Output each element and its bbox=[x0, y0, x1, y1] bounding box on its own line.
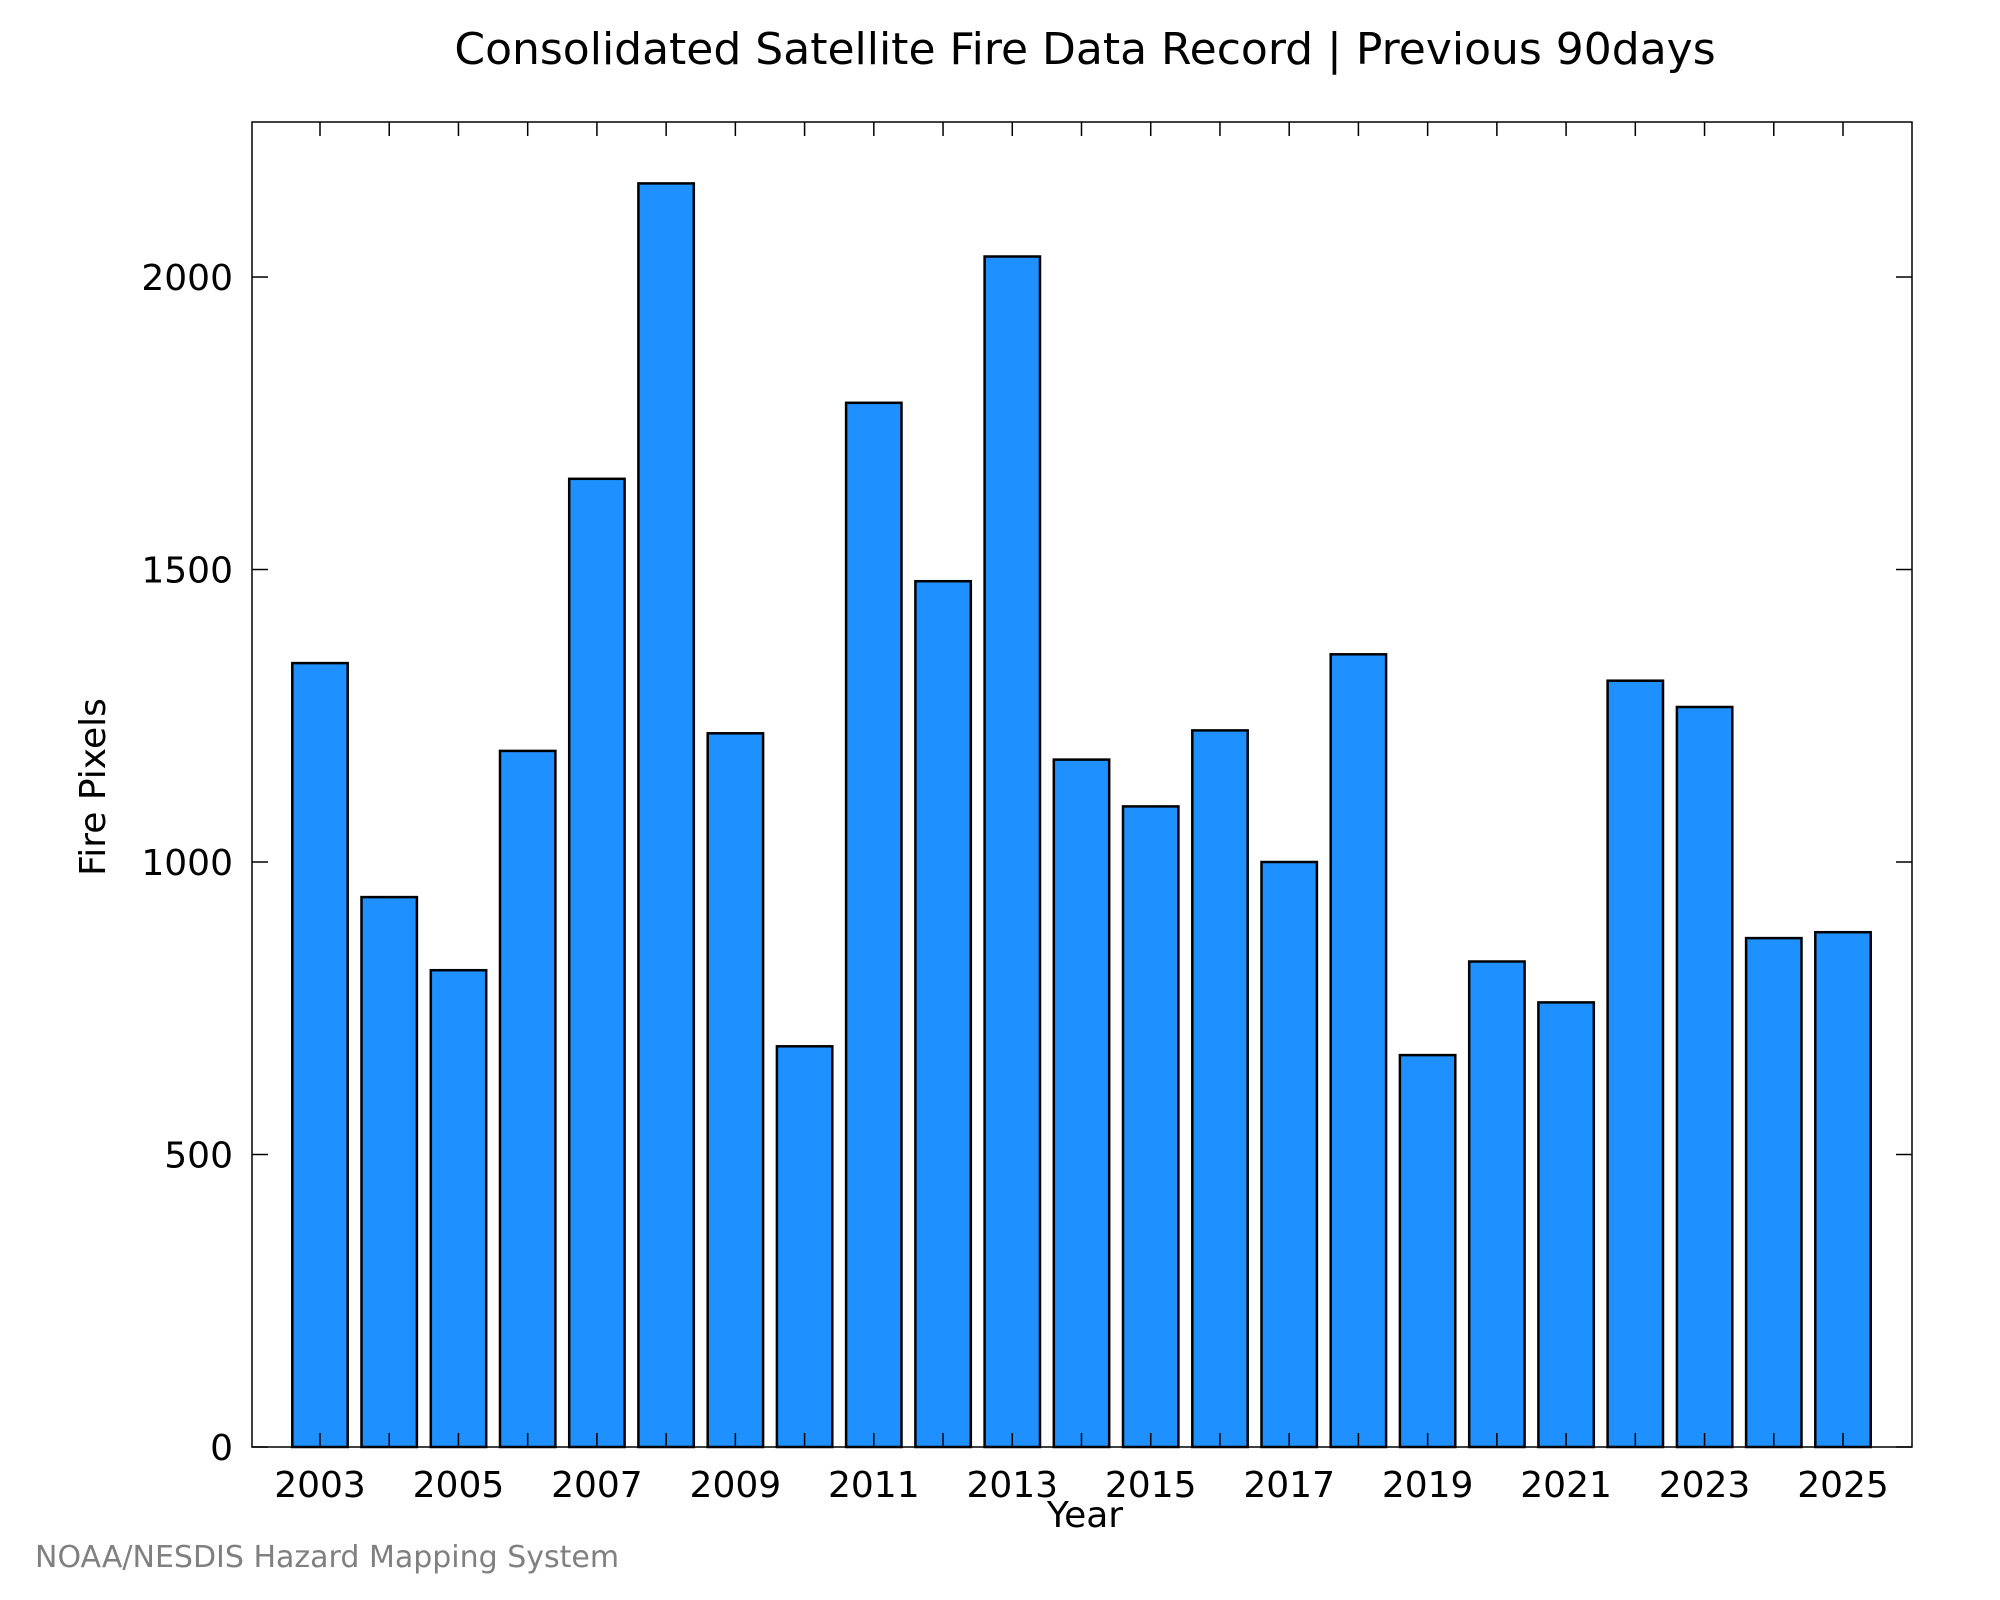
x-tick-label-2025: 2025 bbox=[1797, 1465, 1889, 1506]
x-tick-label-2013: 2013 bbox=[966, 1465, 1058, 1506]
y-tick-label-2000: 2000 bbox=[141, 258, 233, 299]
y-tick-label-1500: 1500 bbox=[141, 551, 233, 592]
bar-2007 bbox=[567, 477, 626, 1449]
y-tick-labels: 0 500 1000 1500 2000 bbox=[141, 258, 233, 1469]
y-tick-label-500: 500 bbox=[164, 1136, 233, 1177]
bars-group bbox=[291, 182, 1872, 1449]
bar-2005 bbox=[429, 968, 488, 1449]
bar-2012 bbox=[914, 579, 973, 1449]
bar-2008 bbox=[637, 182, 696, 1449]
x-tick-label-2009: 2009 bbox=[690, 1465, 782, 1506]
x-tick-label-2015: 2015 bbox=[1105, 1465, 1197, 1506]
x-tick-label-2019: 2019 bbox=[1382, 1465, 1474, 1506]
x-tick-label-2017: 2017 bbox=[1243, 1465, 1335, 1506]
bar-2016 bbox=[1191, 729, 1249, 1449]
y-axis-label: Fire Pixels bbox=[73, 698, 114, 876]
x-tick-label-2007: 2007 bbox=[551, 1465, 643, 1506]
credit-text: NOAA/NESDIS Hazard Mapping System bbox=[35, 1540, 620, 1575]
bar-2004 bbox=[360, 895, 419, 1449]
bar-2021 bbox=[1537, 1001, 1596, 1449]
x-tick-labels: 2003 2005 2007 2009 2011 2013 2015 2017 2019 2021… bbox=[274, 1465, 1889, 1506]
bar-2014 bbox=[1052, 758, 1111, 1449]
bar-2006 bbox=[498, 749, 557, 1449]
bar-2018 bbox=[1329, 653, 1388, 1449]
x-tick-label-2005: 2005 bbox=[413, 1465, 505, 1506]
bar-2022 bbox=[1606, 679, 1665, 1449]
bar-2013 bbox=[983, 255, 1042, 1449]
bar-2009 bbox=[706, 732, 765, 1449]
y-tick-label-1000: 1000 bbox=[141, 843, 233, 884]
x-tick-label-2011: 2011 bbox=[828, 1465, 920, 1506]
y-tick-label-0: 0 bbox=[210, 1428, 233, 1469]
bar-2015 bbox=[1121, 805, 1180, 1449]
bar-2024 bbox=[1744, 936, 1803, 1449]
bar-2019 bbox=[1398, 1053, 1457, 1449]
chart-title: Consolidated Satellite Fire Data Record … bbox=[454, 24, 1715, 75]
x-axis-label: Year bbox=[1046, 1495, 1123, 1536]
x-tick-label-2021: 2021 bbox=[1520, 1465, 1612, 1506]
bar-2017 bbox=[1260, 860, 1319, 1449]
bar-2025 bbox=[1814, 930, 1872, 1449]
bar-2003 bbox=[291, 661, 349, 1449]
bar-2020 bbox=[1467, 960, 1526, 1449]
bar-2023 bbox=[1675, 705, 1734, 1449]
bar-2010 bbox=[775, 1045, 834, 1449]
x-tick-label-2003: 2003 bbox=[274, 1465, 366, 1506]
x-tick-label-2023: 2023 bbox=[1659, 1465, 1751, 1506]
bar-2011 bbox=[844, 401, 903, 1449]
ticks-group bbox=[252, 122, 1912, 1448]
